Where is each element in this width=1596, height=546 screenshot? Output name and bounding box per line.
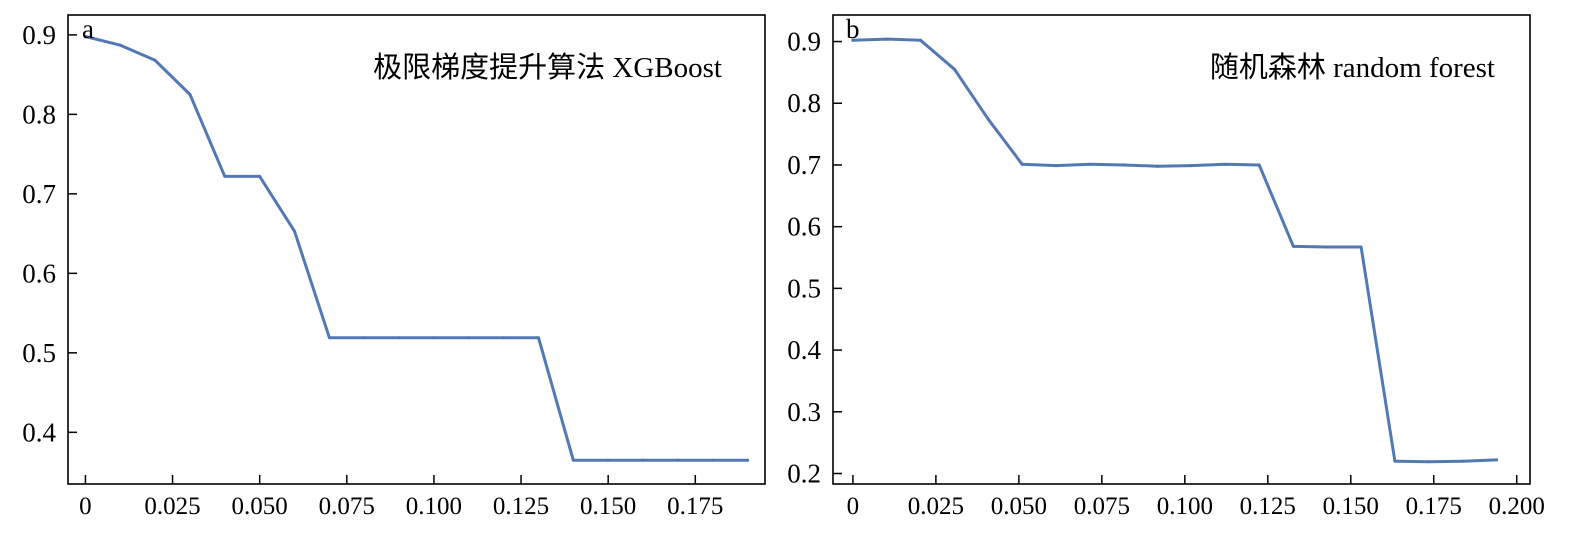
y-tick-label: 0.8 — [787, 88, 821, 118]
data-point — [885, 37, 889, 41]
series-line — [83, 35, 750, 462]
x-tick-label: 0.175 — [667, 493, 723, 520]
chart-annotation: 随机森林 random forest — [1210, 51, 1495, 84]
data-point — [432, 336, 436, 340]
data-point — [362, 336, 366, 340]
x-tick-label: 0.050 — [232, 493, 288, 520]
data-point — [293, 229, 297, 233]
x-tick-label: 0 — [847, 493, 860, 520]
data-point — [952, 67, 956, 71]
data-point — [1088, 162, 1092, 166]
data-point — [1122, 163, 1126, 167]
data-point — [851, 38, 855, 42]
data-point — [1156, 164, 1160, 168]
data-point — [153, 58, 157, 62]
data-point — [746, 458, 750, 462]
data-point — [1393, 459, 1397, 463]
y-tick-label: 0.6 — [787, 212, 821, 242]
data-point — [258, 174, 262, 178]
y-tick-label: 0.9 — [787, 27, 821, 57]
data-point — [641, 458, 645, 462]
plot-frame — [832, 14, 1531, 485]
data-point — [1427, 460, 1431, 464]
panel-label: a — [82, 14, 94, 44]
data-point — [1359, 245, 1363, 249]
x-tick-label: 0.075 — [1074, 493, 1130, 520]
series-line — [851, 37, 1498, 464]
data-point — [1020, 162, 1024, 166]
y-tick-label: 0.5 — [787, 273, 821, 303]
y-tick-label: 0.7 — [787, 150, 821, 180]
panel-b: 0.2 0.3 0.4 0.5 0.6 0.7 0.8 0.9 0 0.025 0.050 0.075… — [787, 14, 1545, 520]
data-point — [986, 117, 990, 121]
data-point — [223, 174, 227, 178]
x-tick-label: 0.125 — [1240, 493, 1296, 520]
y-tick-label: 0.3 — [787, 397, 821, 427]
data-point — [606, 458, 610, 462]
data-point — [711, 458, 715, 462]
data-point — [1494, 458, 1498, 462]
y-tick-label: 0.4 — [787, 335, 821, 365]
panel-label: b — [846, 14, 860, 44]
x-tick-label: 0 — [79, 493, 92, 520]
data-point — [1461, 459, 1465, 463]
x-tick-label: 0.150 — [580, 493, 636, 520]
data-point — [467, 336, 471, 340]
x-tick-label: 0.075 — [319, 493, 375, 520]
data-point — [397, 336, 401, 340]
y-tick-label: 0.2 — [787, 459, 821, 489]
data-point — [188, 92, 192, 96]
x-tick-label: 0.150 — [1323, 493, 1379, 520]
panel-a: 0.4 0.5 0.6 0.7 0.8 0.9 0 0.025 0.050 0.075 0.100 0… — [22, 14, 766, 520]
data-point — [118, 43, 122, 47]
x-tick-label: 0.050 — [991, 493, 1047, 520]
data-point — [1257, 163, 1261, 167]
data-point — [919, 38, 923, 42]
data-point — [1189, 164, 1193, 168]
data-point — [1054, 164, 1058, 168]
y-tick-label: 0.8 — [22, 99, 56, 129]
x-tick-label: 0.025 — [908, 493, 964, 520]
data-point — [502, 336, 506, 340]
data-point — [327, 336, 331, 340]
x-tick-label: 0.125 — [493, 493, 549, 520]
y-tick-label: 0.5 — [22, 338, 56, 368]
data-point — [83, 34, 87, 38]
x-tick-label: 0.200 — [1489, 493, 1545, 520]
data-point — [676, 458, 680, 462]
chart-annotation: 极限梯度提升算法 XGBoost — [373, 51, 722, 84]
x-tick-label: 0.100 — [406, 493, 462, 520]
data-point — [1223, 162, 1227, 166]
data-point — [1291, 244, 1295, 248]
y-tick-label: 0.6 — [22, 258, 56, 288]
data-point — [571, 458, 575, 462]
data-point — [536, 336, 540, 340]
x-tick-label: 0.100 — [1157, 493, 1213, 520]
x-tick-label: 0.025 — [144, 493, 200, 520]
data-point — [1325, 245, 1329, 249]
plot-frame — [67, 14, 766, 485]
y-tick-label: 0.9 — [22, 20, 56, 50]
y-tick-label: 0.7 — [22, 179, 56, 209]
x-tick-label: 0.175 — [1406, 493, 1462, 520]
y-tick-label: 0.4 — [22, 417, 56, 447]
